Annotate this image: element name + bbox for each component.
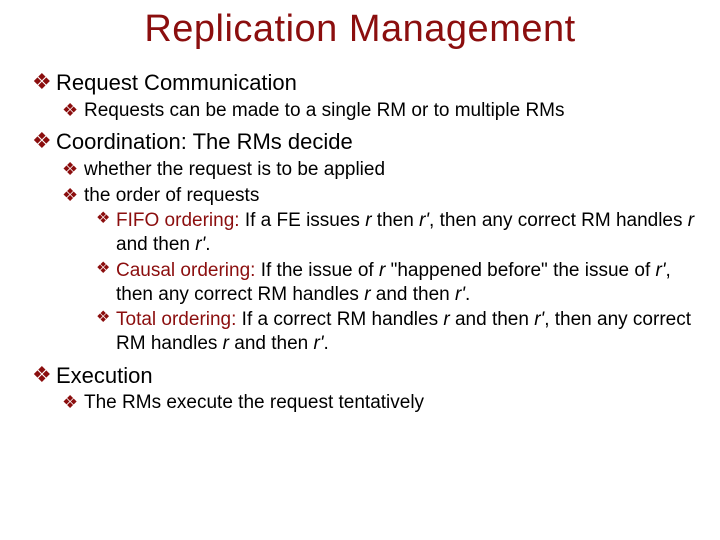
- item-text: whether the request is to be applied: [84, 158, 700, 182]
- bullet-request-communication: ❖ Request Communication: [32, 69, 700, 97]
- heading-text: Request Communication: [56, 69, 700, 97]
- var-r-prime: r': [656, 260, 666, 281]
- bullet-execute-tentatively: ❖ The RMs execute the request tentativel…: [62, 391, 700, 415]
- t: and then: [116, 234, 195, 255]
- bullet-execution: ❖ Execution: [32, 362, 700, 390]
- item-text: the order of requests: [84, 184, 700, 208]
- heading-text: Execution: [56, 362, 700, 390]
- ordering-label: Total ordering:: [116, 309, 236, 330]
- slide: Replication Management ❖ Request Communi…: [0, 0, 720, 540]
- t: and then: [371, 284, 456, 305]
- ordering-label: Causal ordering:: [116, 260, 255, 281]
- slide-title: Replication Management: [20, 8, 700, 51]
- t: If a correct RM handles: [236, 309, 443, 330]
- t: .: [205, 234, 210, 255]
- var-r-prime: r': [195, 234, 205, 255]
- var-r-prime: r': [455, 284, 465, 305]
- diamond-icon: ❖: [96, 211, 116, 227]
- bullet-causal-ordering: ❖ Causal ordering: If the issue of r "ha…: [96, 259, 700, 307]
- t: and then: [229, 333, 314, 354]
- t: and then: [450, 309, 535, 330]
- bullet-requests-single-multiple: ❖ Requests can be made to a single RM or…: [62, 99, 700, 123]
- ordering-label: FIFO ordering:: [116, 210, 240, 231]
- t: If the issue of: [255, 260, 379, 281]
- bullet-order-of-requests: ❖ the order of requests: [62, 184, 700, 208]
- t: If a FE issues: [240, 210, 366, 231]
- var-r-prime: r': [534, 309, 544, 330]
- diamond-icon: ❖: [32, 364, 56, 386]
- t: .: [324, 333, 329, 354]
- diamond-icon: ❖: [32, 71, 56, 93]
- item-text: The RMs execute the request tentatively: [84, 391, 700, 415]
- diamond-icon: ❖: [62, 186, 84, 204]
- diamond-icon: ❖: [62, 101, 84, 119]
- diamond-icon: ❖: [62, 160, 84, 178]
- bullet-fifo-ordering: ❖ FIFO ordering: If a FE issues r then r…: [96, 209, 700, 257]
- item-text: Requests can be made to a single RM or t…: [84, 99, 700, 123]
- diamond-icon: ❖: [32, 130, 56, 152]
- bullet-total-ordering: ❖ Total ordering: If a correct RM handle…: [96, 308, 700, 356]
- var-r-prime: r': [419, 210, 429, 231]
- bullet-coordination: ❖ Coordination: The RMs decide: [32, 128, 700, 156]
- diamond-icon: ❖: [62, 393, 84, 411]
- bullet-whether-applied: ❖ whether the request is to be applied: [62, 158, 700, 182]
- t: "happened before" the issue of: [385, 260, 655, 281]
- var-r-prime: r': [314, 333, 324, 354]
- t: .: [465, 284, 470, 305]
- var-r: r: [688, 210, 694, 231]
- item-text: Causal ordering: If the issue of r "happ…: [116, 259, 700, 307]
- slide-body: ❖ Request Communication ❖ Requests can b…: [20, 69, 700, 415]
- item-text: FIFO ordering: If a FE issues r then r',…: [116, 209, 700, 257]
- diamond-icon: ❖: [96, 261, 116, 277]
- t: then: [372, 210, 420, 231]
- item-text: Total ordering: If a correct RM handles …: [116, 308, 700, 356]
- t: , then any correct RM handles: [429, 210, 688, 231]
- diamond-icon: ❖: [96, 310, 116, 326]
- heading-text: Coordination: The RMs decide: [56, 128, 700, 156]
